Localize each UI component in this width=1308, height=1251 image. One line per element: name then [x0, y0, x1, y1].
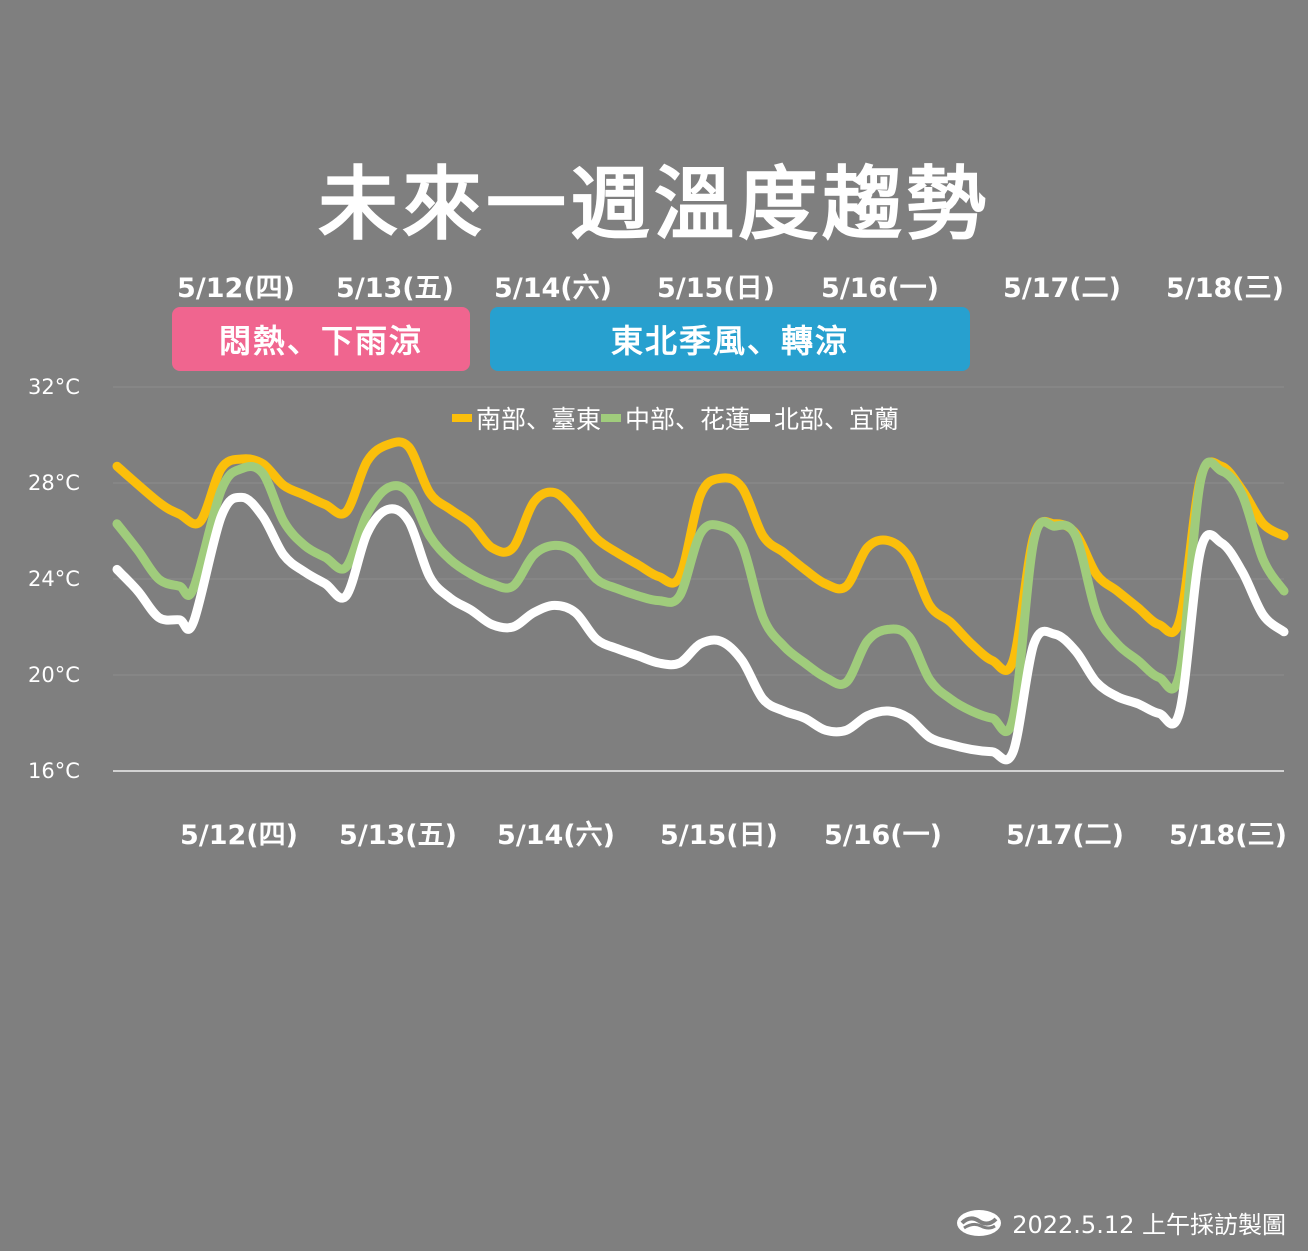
x-tick-label: 5/13(五) [339, 820, 457, 851]
series-line-central [112, 457, 1289, 737]
date-label-top: 5/13(五) [336, 273, 454, 304]
legend-label-central: 中部、花蓮 [625, 405, 751, 434]
legend: 南部、臺東 中部、花蓮 北部、宜蘭 [452, 400, 899, 436]
agency-logo-icon [957, 1209, 1002, 1236]
series-line-north [112, 492, 1289, 765]
legend-label-south: 南部、臺東 [476, 405, 602, 434]
credit-text: 2022.5.12 上午採訪製圖 [1012, 1211, 1286, 1239]
date-label-top: 5/17(二) [1003, 273, 1121, 304]
x-tick-label: 5/14(六) [497, 820, 615, 851]
weather-band-monsoon-label: 東北季風、轉涼 [610, 322, 849, 360]
legend-swatch-central [601, 414, 622, 422]
date-label-top: 5/16(一) [821, 273, 939, 304]
weather-band-muggy: 悶熱、下雨涼 [172, 307, 470, 371]
legend-item-south: 南部、臺東 [452, 400, 601, 436]
y-tick-label: 16°C [28, 759, 80, 783]
date-label-top: 5/15(日) [657, 273, 775, 304]
x-tick-label: 5/17(二) [1006, 820, 1124, 851]
legend-item-central: 中部、花蓮 [601, 400, 750, 436]
date-label-top: 5/14(六) [494, 273, 612, 304]
x-tick-label: 5/16(一) [824, 820, 942, 851]
weather-band-monsoon: 東北季風、轉涼 [490, 307, 970, 371]
x-tick-label: 5/18(三) [1169, 820, 1287, 851]
chart-title: 未來一週溫度趨勢 [318, 158, 990, 251]
credit: 2022.5.12 上午採訪製圖 [956, 1205, 1286, 1240]
y-tick-label: 20°C [28, 663, 80, 687]
y-tick-label: 28°C [28, 471, 80, 495]
y-tick-label: 32°C [28, 375, 80, 399]
series-line-south [112, 437, 1289, 675]
legend-label-north: 北部、宜蘭 [774, 405, 900, 434]
legend-swatch-south [452, 414, 472, 422]
legend-swatch-north [750, 414, 771, 422]
date-label-top: 5/18(三) [1166, 273, 1284, 304]
x-tick-label: 5/15(日) [660, 820, 778, 851]
weather-band-muggy-label: 悶熱、下雨涼 [218, 322, 423, 360]
date-label-top: 5/12(四) [177, 273, 295, 304]
legend-item-north: 北部、宜蘭 [750, 400, 899, 436]
x-tick-label: 5/12(四) [180, 820, 298, 851]
y-tick-label: 24°C [28, 567, 80, 591]
